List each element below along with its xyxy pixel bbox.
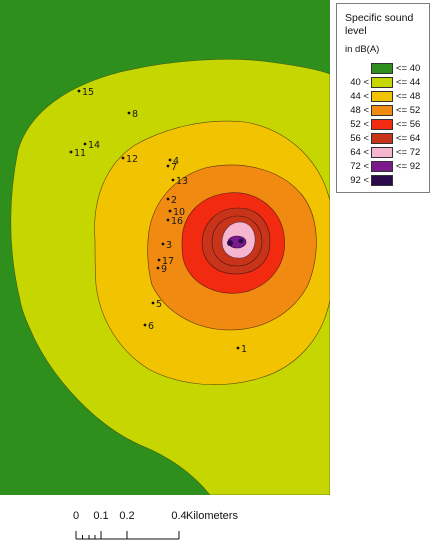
legend-upper-bound: <= 52 (396, 105, 421, 116)
legend-row: 64 < <= 72 (337, 146, 431, 159)
legend-row: 56 < <= 64 (337, 132, 431, 145)
legend-row: 48 < <= 52 (337, 104, 431, 117)
svg-text:3: 3 (166, 240, 172, 251)
legend-lower-bound: 40 < (350, 77, 369, 88)
svg-text:14: 14 (88, 140, 100, 151)
receptor-17: 17 (157, 256, 174, 267)
svg-text:8: 8 (132, 109, 138, 120)
receptor-6: 6 (143, 321, 154, 332)
legend-title: Specific sound level (345, 12, 414, 37)
receptor-11: 11 (69, 148, 86, 159)
svg-text:6: 6 (148, 321, 154, 332)
legend-row: <= 40 (337, 62, 431, 75)
legend-row: 44 < <= 48 (337, 90, 431, 103)
legend-row: 92 < (337, 174, 431, 187)
receptor-points: 1 2 3 4 5 6 7 8 9 10 11 12 13 14 15 16 1… (69, 87, 247, 355)
legend-upper-bound: <= 40 (396, 63, 421, 74)
receptor-12: 12 (121, 154, 138, 165)
legend-swatch (371, 133, 393, 144)
legend-lower-bound: 92 < (350, 175, 369, 186)
receptor-5: 5 (151, 299, 162, 310)
legend-row: 72 < <= 92 (337, 160, 431, 173)
legend-lower-bound: 64 < (350, 147, 369, 158)
receptor-8: 8 (127, 109, 138, 120)
legend-row: 52 < <= 56 (337, 118, 431, 131)
legend-swatch (371, 91, 393, 102)
receptor-2: 2 (166, 195, 177, 206)
receptor-14: 14 (83, 140, 100, 151)
svg-text:17: 17 (162, 256, 174, 267)
legend-lower-bound: 48 < (350, 105, 369, 116)
svg-text:15: 15 (82, 87, 94, 98)
scale-bar: 0 0.1 0.2 0.4 Kilometers (60, 510, 290, 546)
svg-text:5: 5 (156, 299, 162, 310)
legend-lower-bound: 72 < (350, 161, 369, 172)
legend-upper-bound: <= 48 (396, 91, 421, 102)
legend-unit: in dB(A) (345, 44, 380, 55)
zone-gt-92-peak (238, 238, 244, 244)
scale-label-0-2: 0.2 (119, 510, 135, 522)
noise-contour-map: 1 2 3 4 5 6 7 8 9 10 11 12 13 14 15 16 1… (0, 0, 330, 495)
svg-text:7: 7 (171, 162, 177, 173)
receptor-9: 9 (156, 264, 167, 275)
svg-text:4: 4 (173, 156, 179, 167)
scale-units: Kilometers (186, 510, 238, 522)
scale-label-0-4: 0.4 (171, 510, 187, 522)
legend-lower-bound: 52 < (350, 119, 369, 130)
svg-text:1: 1 (241, 344, 247, 355)
receptor-10: 10 (168, 207, 185, 218)
svg-text:13: 13 (176, 176, 188, 187)
legend-swatch (371, 77, 393, 88)
noise-map: 1 2 3 4 5 6 7 8 9 10 11 12 13 14 15 16 1… (0, 0, 330, 495)
zone-gt-92 (227, 240, 233, 246)
legend-swatch (371, 119, 393, 130)
receptor-4: 4 (168, 156, 179, 167)
scale-label-0-1: 0.1 (93, 510, 109, 522)
receptor-15: 15 (77, 87, 94, 98)
receptor-16: 16 (166, 216, 183, 227)
legend-swatch (371, 175, 393, 186)
legend-swatch (371, 105, 393, 116)
svg-text:16: 16 (171, 216, 183, 227)
legend-swatch (371, 147, 393, 158)
legend-row: 40 < <= 44 (337, 76, 431, 89)
scale-label-0: 0 (72, 510, 80, 522)
legend-lower-bound: 44 < (350, 91, 369, 102)
receptor-1: 1 (236, 344, 247, 355)
svg-text:9: 9 (161, 264, 167, 275)
svg-text:10: 10 (173, 207, 185, 218)
receptor-13: 13 (171, 176, 188, 187)
receptor-3: 3 (161, 240, 172, 251)
scale-bar-graphic (75, 531, 180, 540)
receptor-7: 7 (166, 162, 177, 173)
legend-swatch (371, 161, 393, 172)
legend-upper-bound: <= 56 (396, 119, 421, 130)
legend-upper-bound: <= 64 (396, 133, 421, 144)
svg-text:12: 12 (126, 154, 138, 165)
svg-text:11: 11 (74, 148, 86, 159)
legend-upper-bound: <= 44 (396, 77, 421, 88)
legend-swatch (371, 63, 393, 74)
map-legend: Specific sound level in dB(A) <= 40 40 < <… (336, 3, 430, 193)
legend-upper-bound: <= 92 (396, 161, 421, 172)
legend-upper-bound: <= 72 (396, 147, 421, 158)
svg-text:2: 2 (171, 195, 177, 206)
legend-lower-bound: 56 < (350, 133, 369, 144)
